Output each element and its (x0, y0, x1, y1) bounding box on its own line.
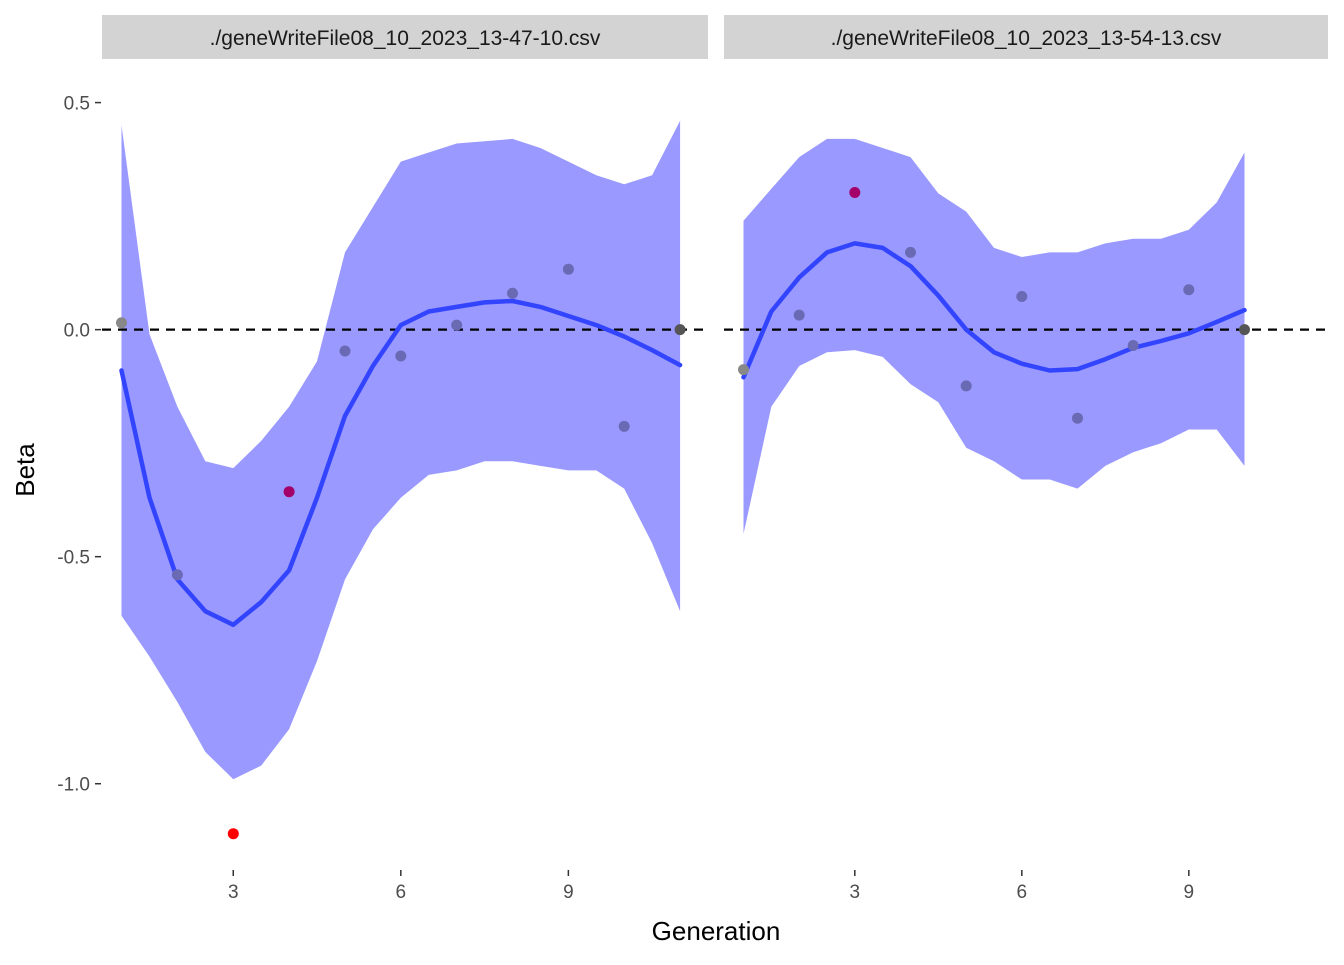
data-point (738, 364, 749, 376)
data-point (793, 309, 805, 321)
confidence-ribbon (121, 120, 681, 780)
x-tick-label: 3 (228, 882, 239, 903)
panel-strip-title: ./geneWriteFile08_10_2023_13-54-13.csv (831, 27, 1222, 50)
y-tick-label: 0.5 (64, 94, 90, 115)
data-point (507, 287, 518, 299)
data-point (339, 345, 351, 357)
panel-1: ./geneWriteFile08_10_2023_13-47-10.csv 3 6… (102, 15, 708, 903)
panel-strip (724, 15, 1328, 59)
data-point (395, 350, 407, 362)
y-axis: 0.5 0.0 -0.5 -1.0 (57, 94, 101, 796)
confidence-ribbon (743, 138, 1245, 534)
smooth-line (741, 241, 1247, 380)
panel-2: ./geneWriteFile08_10_2023_13-54-13.csv 3 6… (724, 15, 1328, 903)
data-point (618, 420, 630, 432)
smooth-line (119, 298, 683, 628)
x-tick-label: 9 (1184, 882, 1195, 903)
panel-strip-title: ./geneWriteFile08_10_2023_13-47-10.csv (210, 27, 601, 50)
data-point (905, 246, 916, 258)
data-point (674, 324, 686, 336)
data-point (227, 828, 239, 840)
data-point (1239, 324, 1250, 336)
y-axis-title: Beta (10, 443, 40, 497)
data-point (1127, 340, 1139, 351)
data-point (116, 317, 127, 329)
x-tick-label: 6 (1017, 882, 1028, 903)
panels-layer: ./geneWriteFile08_10_2023_13-47-10.csv 3 6… (102, 15, 1328, 903)
data-point (451, 319, 463, 331)
data-point (283, 486, 295, 498)
y-tick-label: 0.0 (64, 321, 90, 342)
data-point (960, 380, 972, 392)
x-tick-label: 6 (396, 882, 407, 903)
y-tick-label: -0.5 (57, 548, 90, 569)
data-point (1016, 291, 1028, 302)
y-tick-label: -1.0 (57, 775, 90, 796)
data-point (1183, 284, 1195, 296)
data-point (562, 263, 574, 275)
x-axis-title: Generation (652, 916, 781, 946)
x-tick-label: 9 (563, 882, 574, 903)
data-point (849, 187, 861, 198)
data-point (1072, 412, 1083, 424)
x-tick-label: 3 (850, 882, 861, 903)
panel-strip (102, 15, 708, 59)
data-point (171, 569, 183, 581)
